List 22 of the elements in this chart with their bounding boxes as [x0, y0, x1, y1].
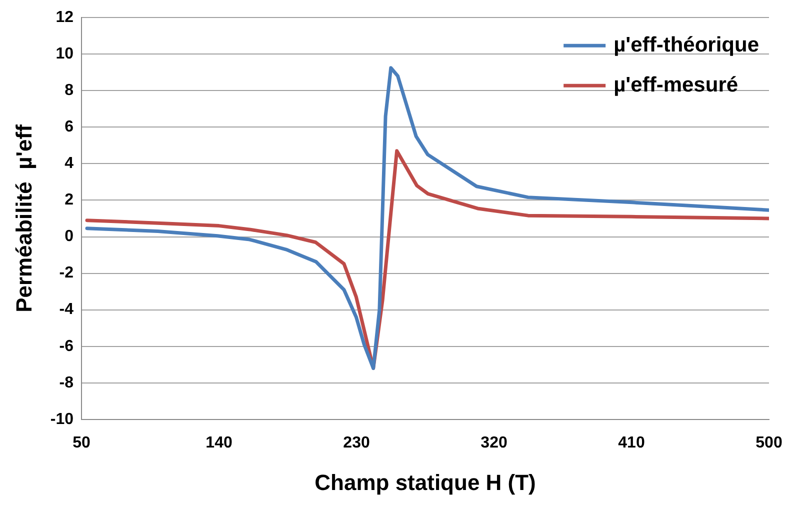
y-tick-label: -2: [59, 264, 74, 282]
x-tick-label: 320: [480, 434, 508, 452]
x-tick-label: 230: [343, 434, 370, 452]
y-tick-label: -6: [59, 338, 74, 355]
x-tick-label: 50: [72, 434, 91, 452]
legend-label: µ'eff-mesuré: [614, 73, 738, 96]
legend-label: µ'eff-théorique: [614, 33, 759, 56]
x-tick-label: 140: [206, 434, 232, 452]
y-tick-label: -4: [59, 301, 74, 318]
y-tick-label: -8: [59, 374, 74, 392]
x-tick-label: 500: [756, 434, 782, 452]
y-tick-label: 12: [56, 9, 74, 26]
y-tick-label: 10: [56, 46, 74, 63]
y-tick-label: 4: [64, 155, 74, 172]
y-tick-label: 6: [64, 118, 74, 136]
x-tick-label: 410: [618, 434, 645, 452]
y-tick-label: 8: [64, 82, 74, 100]
x-axis-title: Champ statique H (T): [314, 470, 536, 495]
y-tick-label: 2: [64, 192, 74, 209]
y-tick-label: -10: [50, 410, 74, 428]
y-tick-label: 0: [64, 228, 74, 246]
y-axis-title: Perméabilité µ'eff: [11, 124, 36, 312]
